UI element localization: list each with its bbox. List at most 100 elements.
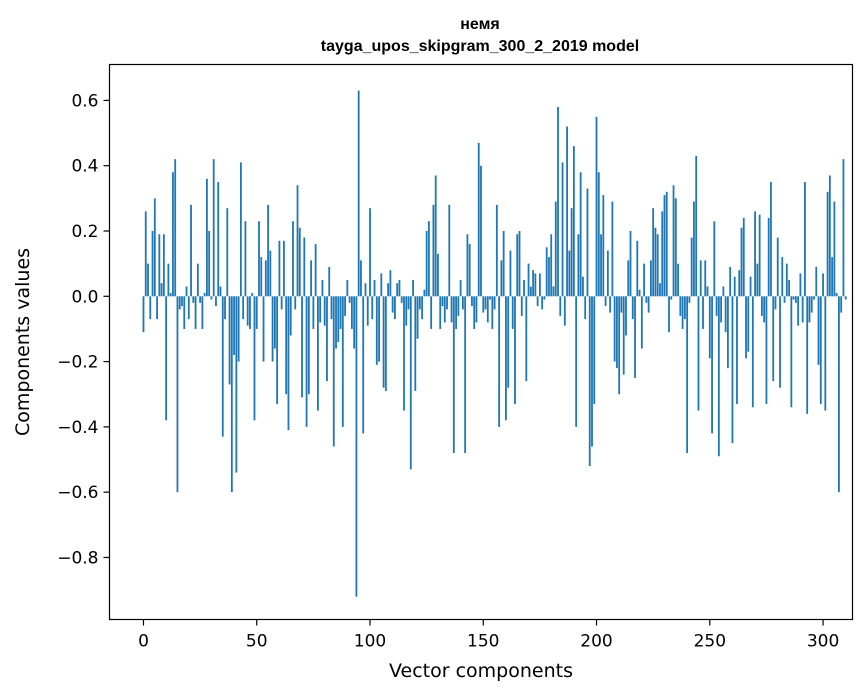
bar-78 [319,296,322,323]
bar-37 [226,208,229,297]
bar-309 [842,159,845,297]
y-tick-label: −0.6 [57,483,98,503]
bar-80 [323,296,326,326]
bar-132 [441,296,444,307]
bar-27 [203,293,206,297]
y-axis-ticks: −0.8 −0.6 −0.4 −0.2 0.0 0.2 0.4 0.6 [57,91,110,568]
bar-301 [824,296,827,411]
bar-122 [418,296,421,310]
bar-238 [681,296,684,329]
bar-141 [461,296,464,310]
bar-105 [380,273,383,297]
bar-91 [348,296,351,303]
bar-79 [321,279,324,297]
bar-104 [378,296,380,362]
bar-9 [162,234,165,297]
bar-169 [525,296,528,382]
bar-67 [294,296,297,310]
bar-277 [770,182,772,297]
bar-59 [276,296,279,405]
bar-138 [455,296,457,329]
bar-253 [715,296,718,316]
bar-288 [794,296,797,303]
bar-234 [672,185,675,297]
bar-124 [423,289,426,297]
bar-291 [801,296,804,323]
chart-title-line-1: немя [460,16,500,33]
bar-186 [563,296,566,326]
bar-87 [339,296,342,329]
bar-11 [167,263,170,297]
bar-35 [221,296,224,437]
bar-199 [593,296,596,405]
bar-series [142,90,847,597]
bar-242 [690,237,693,297]
bar-296 [813,296,815,300]
bar-221 [643,263,645,297]
bar-44 [242,296,245,320]
bar-267 [747,296,750,352]
bar-149 [480,165,482,297]
bar-43 [239,162,242,297]
bar-77 [317,296,319,411]
bar-0 [142,296,145,333]
bar-68 [296,185,299,297]
bar-273 [760,296,763,316]
bar-98 [364,283,367,297]
x-tick-label: 100 [354,632,386,652]
bar-156 [495,204,498,297]
bar-115 [403,296,405,411]
bar-137 [452,296,455,453]
bar-17 [181,296,183,307]
bar-223 [647,296,650,313]
bar-236 [677,263,679,297]
bar-139 [457,296,460,316]
bar-271 [756,263,759,297]
bar-86 [337,296,340,342]
bar-304 [831,257,834,297]
bar-284 [785,263,788,297]
bar-153 [489,296,491,300]
bar-41 [235,296,238,473]
x-tick-label: 50 [246,632,268,652]
bar-183 [557,106,559,297]
bar-174 [536,296,539,307]
bar-143 [466,234,469,297]
bar-99 [366,296,369,326]
bar-131 [439,296,442,329]
bar-200 [595,116,598,297]
bar-255 [720,296,723,323]
bar-123 [421,296,424,320]
bar-20 [187,296,190,320]
bar-262 [736,296,738,405]
bar-144 [468,244,471,297]
bar-243 [693,201,695,297]
bar-207 [611,201,614,297]
bar-225 [652,208,655,297]
bar-305 [833,201,836,297]
bar-16 [178,296,181,310]
bar-82 [328,266,331,297]
bar-130 [437,253,439,297]
bar-214 [627,260,630,297]
bar-106 [382,296,385,388]
bar-218 [636,240,639,297]
bar-54 [264,260,267,297]
bar-65 [289,296,292,336]
bar-259 [729,266,732,297]
bar-280 [776,237,779,297]
bar-265 [742,217,745,297]
bar-268 [749,276,752,297]
bar-110 [391,296,394,313]
bar-185 [561,162,564,297]
bar-96 [360,260,362,297]
bar-12 [169,293,172,297]
bar-58 [273,296,276,349]
bar-39 [230,296,233,493]
bar-14 [174,159,177,297]
bar-10 [165,296,168,421]
bar-249 [706,286,709,297]
bar-215 [629,231,632,297]
bar-220 [640,296,643,349]
bar-279 [774,296,777,310]
